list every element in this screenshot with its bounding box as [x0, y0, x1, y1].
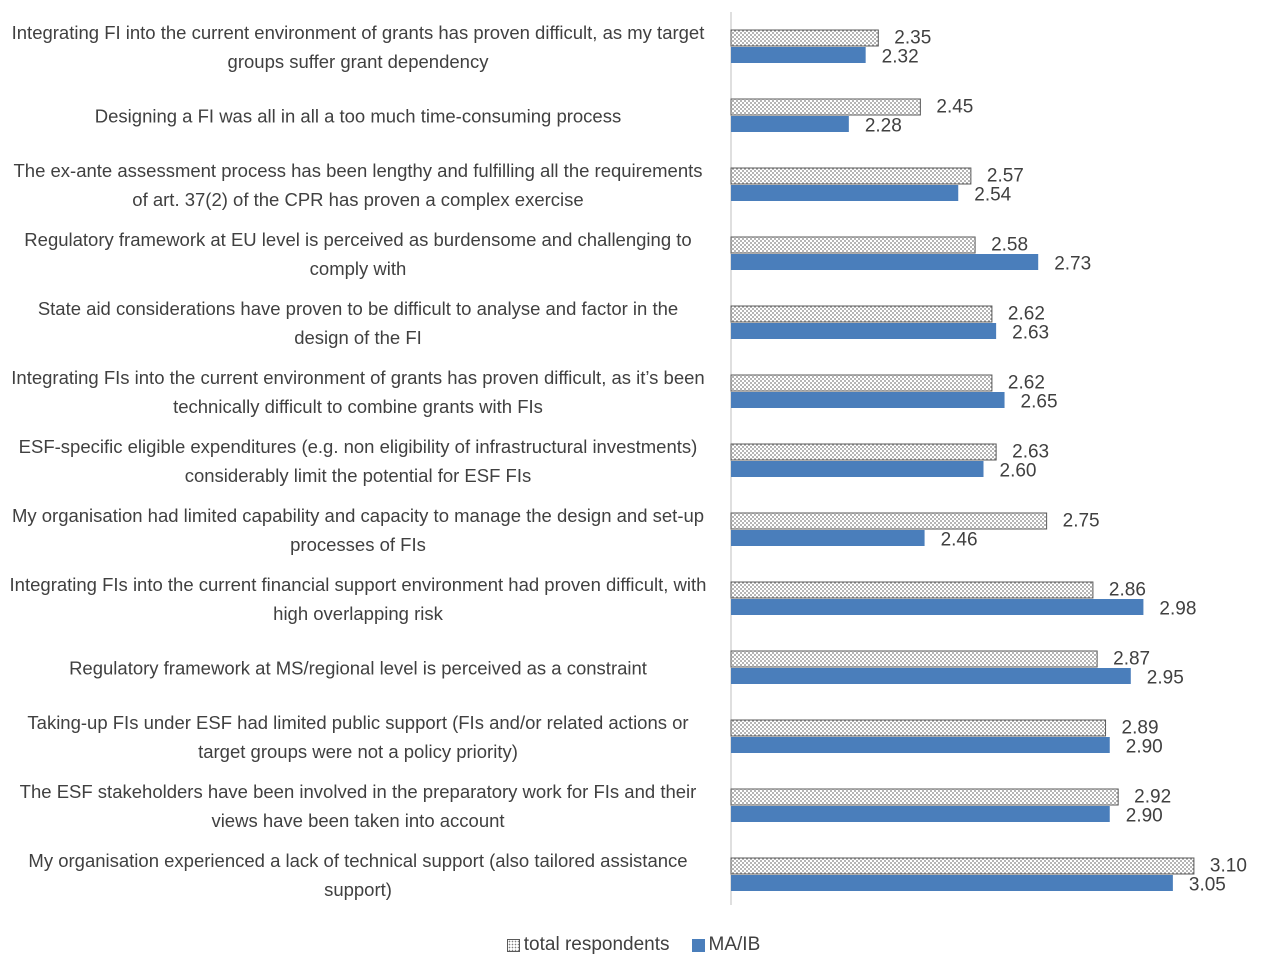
- bar: [730, 857, 1195, 875]
- bar: [731, 668, 1131, 684]
- category-label: Taking-up FIs under ESF had limited publ…: [27, 712, 689, 762]
- value-label: 2.35: [894, 28, 931, 49]
- value-label: 2.62: [1008, 304, 1045, 325]
- bar: [731, 392, 1005, 408]
- bar: [731, 530, 925, 546]
- category-label: My organisation experienced a lack of te…: [28, 850, 688, 900]
- bar: [731, 737, 1110, 753]
- value-label: 2.57: [987, 166, 1024, 187]
- legend-label: total respondents: [523, 934, 670, 955]
- value-label: 3.10: [1210, 856, 1247, 877]
- value-label: 2.87: [1113, 649, 1150, 670]
- value-label: 2.89: [1122, 718, 1159, 739]
- value-label: 2.86: [1109, 580, 1146, 601]
- bar: [730, 581, 1094, 599]
- value-label: 2.63: [1012, 442, 1049, 463]
- legend-swatch: [691, 938, 705, 952]
- bar: [731, 323, 997, 339]
- category-label: Integrating FIs into the current environ…: [11, 367, 705, 417]
- bar: [731, 116, 849, 132]
- category-label: Designing a FI was all in all a too much…: [94, 105, 622, 127]
- legend-item: MA/IB: [691, 934, 761, 956]
- category-label: Regulatory framework at EU level is perc…: [24, 229, 692, 279]
- category-label: State aid considerations have proven to …: [37, 298, 679, 348]
- category-label: Integrating FIs into the current financi…: [9, 574, 707, 624]
- bar: [730, 29, 879, 47]
- bar: [730, 305, 993, 323]
- category-label: The ex-ante assessment process has been …: [13, 160, 703, 210]
- value-label: 2.63: [1012, 323, 1049, 344]
- value-label: 2.75: [1063, 511, 1100, 532]
- bar: [731, 599, 1144, 615]
- bar: [730, 167, 972, 185]
- value-label: 2.95: [1147, 668, 1184, 689]
- bar: [730, 788, 1119, 806]
- value-label: 2.98: [1159, 599, 1196, 620]
- value-label: 2.92: [1134, 787, 1171, 808]
- value-label: 2.58: [991, 235, 1028, 256]
- category-label: Regulatory framework at MS/regional leve…: [69, 657, 647, 679]
- bar: [731, 254, 1039, 270]
- bar: [730, 98, 921, 116]
- value-label: 2.32: [882, 47, 919, 68]
- bar: [731, 806, 1110, 822]
- value-label: 2.54: [974, 185, 1011, 206]
- legend: total respondents MA/IB: [0, 934, 1267, 956]
- bar: [731, 185, 959, 201]
- bar: [730, 443, 997, 461]
- value-label: 2.65: [1021, 392, 1058, 413]
- legend-item: total respondents: [506, 934, 670, 956]
- value-label: 2.60: [1000, 461, 1037, 482]
- category-label: ESF-specific eligible expenditures (e.g.…: [18, 436, 698, 486]
- bar: [731, 47, 866, 63]
- category-label: My organisation had limited capability a…: [11, 505, 705, 555]
- value-label: 2.90: [1126, 737, 1163, 758]
- bar: [730, 374, 993, 392]
- legend-swatch: [506, 938, 520, 952]
- category-label: The ESF stakeholders have been involved …: [19, 781, 697, 831]
- bar: [730, 512, 1048, 530]
- value-label: 2.90: [1126, 806, 1163, 827]
- value-label: 3.05: [1189, 875, 1226, 896]
- bar: [730, 719, 1107, 737]
- bar: [731, 875, 1173, 891]
- value-label: 2.45: [936, 97, 973, 118]
- category-label: Integrating FI into the current environm…: [11, 22, 705, 72]
- legend-label: MA/IB: [708, 934, 761, 955]
- value-label: 2.62: [1008, 373, 1045, 394]
- bar: [731, 461, 984, 477]
- bar: [730, 236, 976, 254]
- bar: [730, 650, 1098, 668]
- value-label: 2.73: [1054, 254, 1091, 275]
- value-label: 2.28: [865, 116, 902, 137]
- value-label: 2.46: [941, 530, 978, 551]
